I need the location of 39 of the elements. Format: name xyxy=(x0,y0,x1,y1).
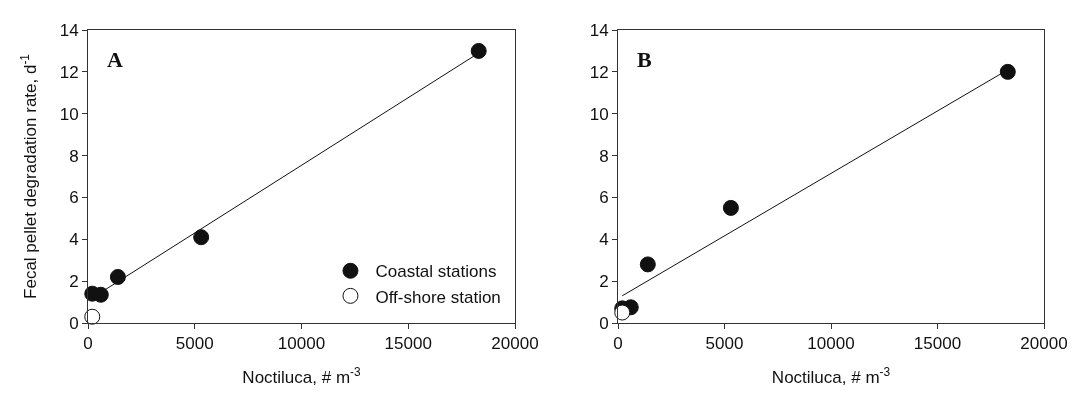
x-tick-label: 10000 xyxy=(277,334,326,354)
point xyxy=(639,256,656,273)
point xyxy=(722,199,739,216)
x-tick-label: 5000 xyxy=(705,334,744,354)
x-tick-label: 10000 xyxy=(807,334,855,354)
y-tick-label: 14 xyxy=(589,20,609,40)
y-tick-label: 8 xyxy=(599,146,609,166)
legend-label: Coastal stations xyxy=(375,262,497,282)
annotation: A xyxy=(107,47,123,72)
x-tick-label: 20000 xyxy=(491,334,539,354)
y-tick-label: 6 xyxy=(69,188,79,208)
point xyxy=(109,268,126,285)
y-tick-label: 12 xyxy=(59,62,79,82)
y-tick-label: 0 xyxy=(599,313,609,333)
x-tick-label: 15000 xyxy=(384,334,432,354)
y-tick-label: 10 xyxy=(59,104,79,124)
y-tick-label: 12 xyxy=(589,62,609,82)
point xyxy=(193,229,210,246)
x-tick-label: 5000 xyxy=(175,334,214,354)
point xyxy=(470,42,487,59)
annotation: B xyxy=(637,47,652,72)
point xyxy=(999,63,1016,80)
y-tick-label: 2 xyxy=(599,272,609,292)
y-tick-label: 8 xyxy=(69,146,79,166)
y-tick-label: 14 xyxy=(59,20,79,40)
x-tick-label: 0 xyxy=(83,334,93,354)
x-axis-title: Noctiluca, # m$^{-3}$ xyxy=(771,364,891,387)
y-tick-label: 0 xyxy=(69,313,79,333)
y-tick-label: 4 xyxy=(69,230,79,250)
x-tick-label: 0 xyxy=(613,334,623,354)
point xyxy=(614,304,631,321)
legend-label: Off-shore station xyxy=(375,287,501,307)
x-tick-label: 15000 xyxy=(913,334,962,354)
x-tick-label: 20000 xyxy=(1020,334,1068,354)
x-axis-title: Noctiluca, # m$^{-3}$ xyxy=(242,364,362,387)
y-tick-label: 6 xyxy=(599,188,609,208)
y-tick-label: 10 xyxy=(589,104,609,124)
y-tick-label: 2 xyxy=(69,272,79,292)
y-tick-label: 4 xyxy=(599,230,609,250)
